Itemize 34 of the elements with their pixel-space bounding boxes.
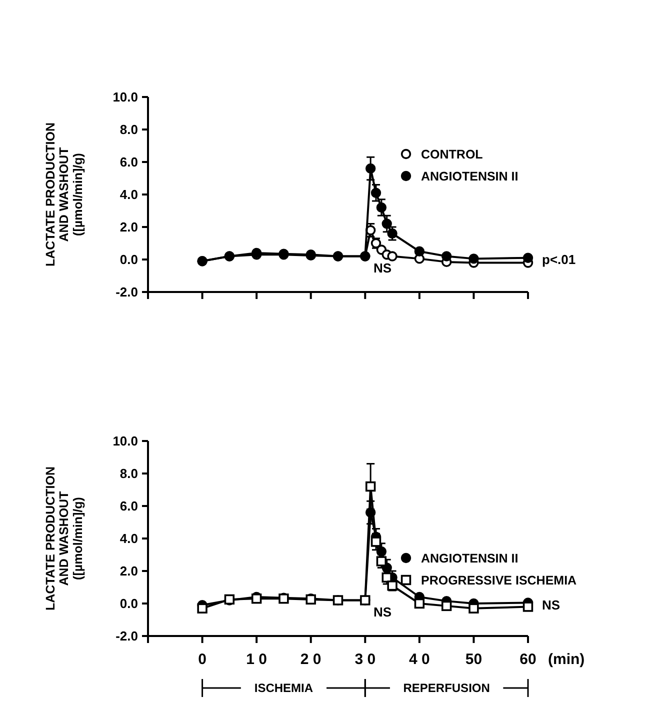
y-tick-label: -2.0 bbox=[116, 628, 138, 644]
legend-label: ANGIOTENSIN II bbox=[421, 551, 518, 566]
x-tick-label: 1 0 bbox=[246, 651, 267, 668]
x-axis-title: (min) bbox=[548, 651, 585, 668]
x-tick-label: 50 bbox=[465, 651, 482, 668]
y-tick-label: 4.0 bbox=[120, 187, 138, 202]
y-tick-label: 6.0 bbox=[120, 154, 138, 170]
y-tick-label: 6.0 bbox=[120, 498, 138, 514]
legend-label: CONTROL bbox=[421, 147, 484, 162]
text: REPERFUSION bbox=[403, 681, 490, 696]
x-tick-label: 0 bbox=[198, 651, 206, 668]
x-tick-label: 60 bbox=[520, 651, 536, 668]
y-tick-label: 4.0 bbox=[120, 531, 138, 546]
y-tick-label: 10.0 bbox=[112, 90, 138, 105]
y-axis-title: LACTATE PRODUCTION AND WASHOUT ([µmol/min]/g) bbox=[43, 122, 85, 266]
y-tick-label: 2.0 bbox=[120, 220, 138, 235]
text: ISCHEMIA bbox=[254, 681, 314, 696]
legend-label: PROGRESSIVE ISCHEMIA bbox=[421, 573, 577, 588]
y-axis-title: LACTATE PRODUCTION AND WASHOUT ([µmol/min]/g) bbox=[43, 466, 85, 610]
annotation: NS bbox=[542, 598, 560, 613]
annotation: NS bbox=[374, 260, 392, 276]
x-tick-label: 3 0 bbox=[354, 651, 376, 668]
annotation: NS bbox=[374, 604, 392, 620]
y-tick-label: 2.0 bbox=[120, 564, 138, 579]
y-tick-label: 8.0 bbox=[120, 466, 138, 482]
legend-label: ANGIOTENSIN II bbox=[421, 169, 518, 184]
y-tick-label: 0.0 bbox=[120, 252, 138, 268]
annotation: p<.01 bbox=[542, 252, 576, 268]
y-tick-label: 8.0 bbox=[120, 122, 138, 138]
y-tick-label: 10.0 bbox=[112, 434, 138, 449]
x-tick-label: 2 0 bbox=[300, 651, 322, 668]
y-tick-label: 0.0 bbox=[120, 596, 138, 612]
x-tick-label: 4 0 bbox=[409, 651, 430, 668]
y-tick-label: -2.0 bbox=[116, 284, 138, 300]
